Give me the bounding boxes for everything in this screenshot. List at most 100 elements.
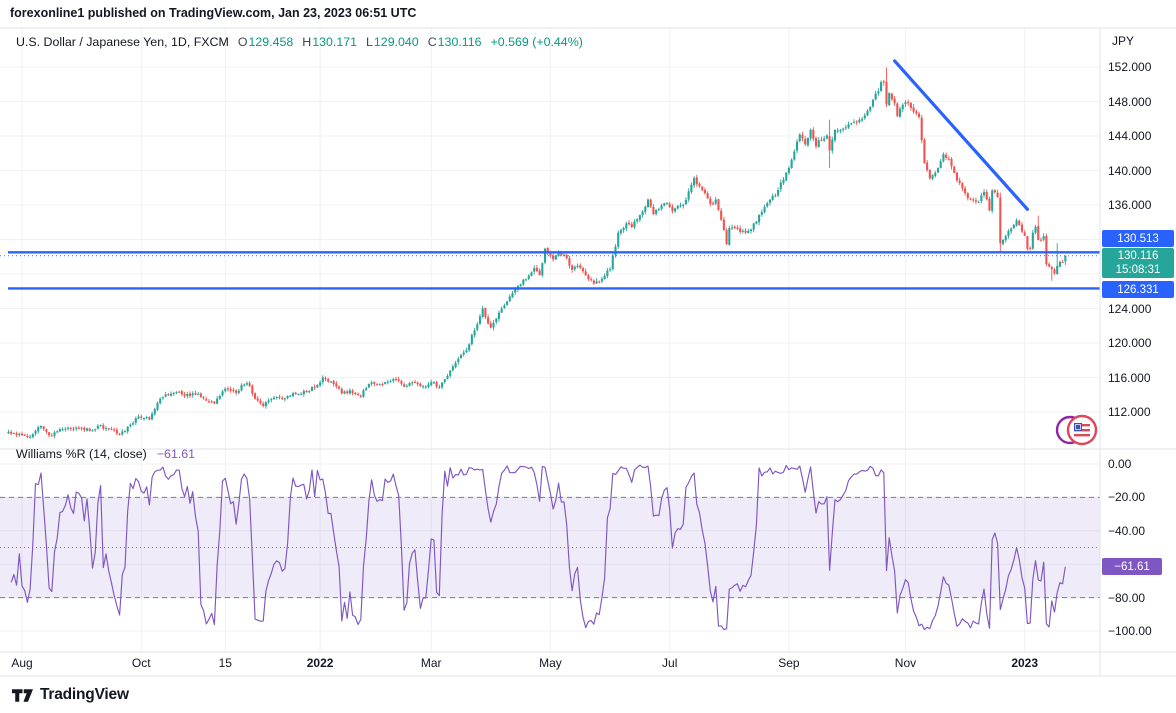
candle-body bbox=[245, 383, 248, 385]
candle-body bbox=[587, 275, 590, 280]
candle-body bbox=[237, 390, 240, 393]
candle-body bbox=[300, 393, 303, 395]
candle-body bbox=[327, 378, 330, 382]
candle-body bbox=[26, 435, 29, 437]
candle-body bbox=[869, 106, 872, 111]
candle-body bbox=[942, 154, 945, 162]
candle-body bbox=[411, 382, 414, 384]
candle-body bbox=[657, 209, 660, 211]
candle-body bbox=[110, 428, 113, 430]
candle-body bbox=[375, 383, 379, 385]
time-tick-label: Nov bbox=[894, 656, 917, 670]
candle-body bbox=[931, 175, 934, 179]
candle-body bbox=[500, 308, 503, 313]
candle-body bbox=[159, 398, 162, 404]
candle-body bbox=[359, 395, 362, 397]
candle-body bbox=[823, 138, 826, 141]
indicator-tick-label: −20.00 bbox=[1108, 490, 1146, 505]
candle-body bbox=[546, 248, 549, 253]
candle-body bbox=[888, 92, 891, 106]
candle-body bbox=[381, 383, 384, 385]
candle-body bbox=[283, 398, 286, 400]
candle-body bbox=[351, 390, 354, 394]
candle-body bbox=[519, 284, 522, 287]
tradingview-logo[interactable]: TradingView bbox=[12, 686, 129, 704]
candle-body bbox=[777, 189, 780, 196]
candle-body bbox=[281, 397, 284, 399]
candle-body bbox=[140, 416, 143, 418]
candle-body bbox=[441, 382, 444, 388]
candle-body bbox=[730, 227, 734, 229]
candle-body bbox=[378, 384, 381, 386]
candle-body bbox=[668, 203, 671, 207]
candle-body bbox=[543, 248, 547, 263]
candle-body bbox=[972, 199, 975, 201]
candle-body bbox=[535, 267, 538, 272]
candle-body bbox=[904, 102, 907, 105]
candle-body bbox=[684, 199, 687, 205]
candle-body bbox=[80, 427, 83, 429]
candle-body bbox=[262, 403, 265, 406]
candle-body bbox=[511, 293, 514, 298]
candle-body bbox=[1007, 230, 1010, 236]
candle-body bbox=[768, 199, 772, 203]
candle-body bbox=[492, 322, 495, 328]
candle-body bbox=[264, 402, 267, 407]
candle-body bbox=[947, 158, 950, 160]
candle-body bbox=[72, 428, 75, 430]
candle-body bbox=[814, 138, 818, 147]
candle-body bbox=[1018, 220, 1021, 225]
candle-body bbox=[20, 433, 24, 436]
candle-body bbox=[495, 318, 498, 323]
candle-body bbox=[760, 212, 763, 215]
candle-body bbox=[473, 330, 476, 336]
candle-body bbox=[1026, 236, 1029, 249]
candle-body bbox=[568, 258, 571, 266]
candle-body bbox=[75, 427, 78, 429]
candle-body bbox=[993, 190, 996, 193]
candle-body bbox=[424, 386, 427, 388]
candle-body bbox=[671, 206, 674, 212]
candle-body bbox=[12, 433, 15, 435]
price-axis-unit-label: JPY bbox=[1112, 34, 1135, 48]
candle-body bbox=[831, 139, 834, 151]
candle-body bbox=[977, 201, 980, 203]
candle-body bbox=[600, 278, 603, 282]
candle-body bbox=[779, 182, 782, 190]
candle-body bbox=[478, 316, 482, 324]
candle-body bbox=[877, 91, 880, 94]
candle-body bbox=[798, 134, 801, 142]
candle-body bbox=[706, 193, 709, 199]
candle-body bbox=[416, 382, 419, 385]
tradingview-glyph-icon bbox=[12, 688, 33, 702]
candle-body bbox=[405, 385, 408, 387]
candle-body bbox=[603, 275, 606, 280]
candle-body bbox=[356, 393, 360, 395]
candle-body bbox=[863, 115, 866, 119]
indicator-tick-label: −40.00 bbox=[1108, 523, 1146, 538]
candle-body bbox=[936, 168, 940, 173]
time-tick-label: 2023 bbox=[1011, 656, 1039, 670]
candle-body bbox=[91, 430, 94, 432]
candle-body bbox=[1050, 267, 1053, 270]
candle-body bbox=[809, 129, 812, 139]
candle-body bbox=[871, 99, 874, 107]
candle-body bbox=[42, 426, 45, 429]
candle-body bbox=[1064, 255, 1067, 262]
candle-body bbox=[774, 195, 777, 197]
candle-body bbox=[806, 137, 809, 146]
candle-body bbox=[487, 317, 490, 324]
candle-body bbox=[221, 391, 224, 396]
candle-body bbox=[749, 229, 753, 232]
candle-body bbox=[291, 393, 295, 397]
candle-body bbox=[663, 203, 666, 206]
candle-body bbox=[278, 396, 281, 398]
candle-body bbox=[1020, 224, 1024, 232]
candle-body bbox=[912, 107, 915, 112]
candle-body bbox=[319, 382, 322, 386]
candle-body bbox=[69, 427, 72, 429]
candle-body bbox=[254, 393, 257, 399]
candle-body bbox=[964, 188, 967, 194]
candle-body bbox=[755, 221, 758, 224]
